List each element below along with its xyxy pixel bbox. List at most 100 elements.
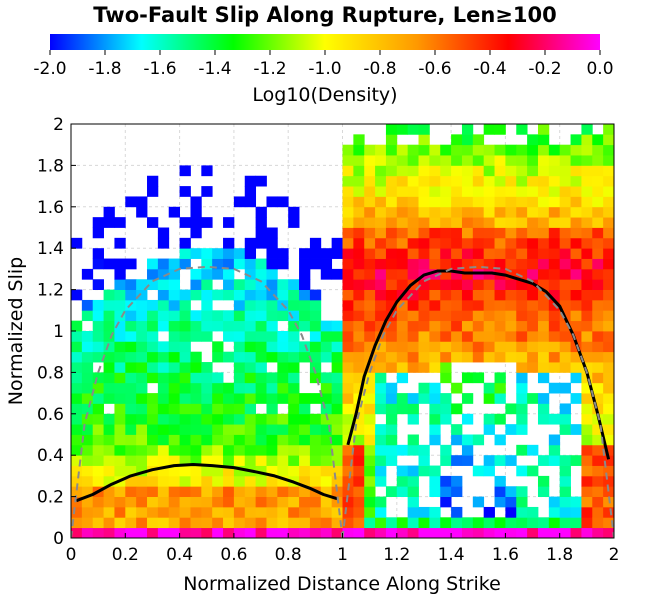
heatmap-cell <box>157 403 170 415</box>
heatmap-cell <box>570 299 582 311</box>
heatmap-cell <box>309 506 322 518</box>
heatmap-cell <box>592 517 604 529</box>
heatmap-cell <box>396 320 409 332</box>
heatmap-cell <box>190 372 202 384</box>
heatmap-cell <box>223 237 235 249</box>
heatmap-cell <box>342 175 354 187</box>
heatmap-cell <box>81 455 94 466</box>
heatmap-cell <box>331 486 343 497</box>
heatmap-cell <box>548 382 561 394</box>
heatmap-cell <box>342 362 354 373</box>
heatmap-cell <box>157 506 170 518</box>
heatmap-cell <box>342 382 354 394</box>
heatmap-cell <box>375 465 387 477</box>
heatmap-cell <box>527 237 539 249</box>
heatmap-cell <box>483 351 495 363</box>
heatmap-cell <box>451 475 463 487</box>
heatmap-cell <box>223 413 235 425</box>
heatmap-cell <box>179 506 191 518</box>
heatmap-cell <box>353 517 365 529</box>
heatmap-cell <box>71 527 83 538</box>
heatmap-cell <box>81 506 94 518</box>
heatmap-cell <box>190 413 202 425</box>
heatmap-cell <box>92 517 104 529</box>
heatmap-cell <box>364 362 376 373</box>
heatmap-cell <box>157 496 170 508</box>
heatmap-cell <box>71 289 83 301</box>
heatmap-cell <box>603 413 614 425</box>
heatmap-cell <box>201 517 213 529</box>
heatmap-cell <box>461 258 474 270</box>
heatmap-cell <box>309 455 322 466</box>
heatmap-cell <box>353 134 365 146</box>
heatmap-cell <box>418 196 430 208</box>
heatmap-cell <box>233 486 246 497</box>
heatmap-cell <box>71 351 83 363</box>
heatmap-cell <box>592 527 604 538</box>
heatmap-cell <box>396 362 409 373</box>
heatmap-cell <box>277 289 289 301</box>
heatmap-cell <box>407 186 419 197</box>
heatmap-cell <box>212 268 224 280</box>
heatmap-cell <box>244 268 257 280</box>
heatmap-cell <box>114 424 126 435</box>
heatmap-cell <box>103 341 115 353</box>
heatmap-cell <box>418 279 430 290</box>
heatmap-cell <box>233 279 246 290</box>
heatmap-cell <box>244 403 257 415</box>
heatmap-cell <box>461 310 474 322</box>
heatmap-cell <box>364 475 376 487</box>
heatmap-cell <box>559 341 571 353</box>
heatmap-cell <box>147 186 159 197</box>
heatmap-cell <box>385 320 398 332</box>
heatmap-cell <box>342 517 354 529</box>
heatmap-cell <box>331 517 343 529</box>
heatmap-cell <box>266 299 278 311</box>
heatmap-cell <box>418 248 430 259</box>
heatmap-cell <box>125 279 137 290</box>
heatmap-cell <box>299 289 311 301</box>
heatmap-cell <box>364 227 376 239</box>
heatmap-cell <box>309 351 322 363</box>
heatmap-cell <box>320 517 333 529</box>
heatmap-cell <box>581 124 593 135</box>
heatmap-cell <box>559 206 571 218</box>
heatmap-cell <box>505 186 517 197</box>
heatmap-cell <box>92 258 104 270</box>
heatmap-cell <box>494 486 506 497</box>
heatmap-cell <box>440 455 452 466</box>
heatmap-cell <box>331 413 343 425</box>
heatmap-cell <box>342 444 354 456</box>
heatmap-cell <box>375 372 387 384</box>
heatmap-cell <box>244 341 257 353</box>
heatmap-cell <box>440 444 452 456</box>
heatmap-cell <box>516 155 528 166</box>
heatmap-cell <box>418 465 430 477</box>
heatmap-cell <box>537 320 550 332</box>
heatmap-cell <box>548 527 561 538</box>
heatmap-cell <box>190 217 202 228</box>
heatmap-cell <box>429 186 441 197</box>
heatmap-cell <box>592 320 604 332</box>
heatmap-cell <box>537 144 550 156</box>
heatmap-cell <box>223 320 235 332</box>
heatmap-cell <box>592 196 604 208</box>
heatmap-cell <box>212 393 224 404</box>
heatmap-cell <box>440 175 452 187</box>
heatmap-cell <box>429 413 441 425</box>
heatmap-cell <box>299 393 311 404</box>
heatmap-cell <box>472 186 485 197</box>
heatmap-cell <box>581 217 593 228</box>
heatmap-cell <box>233 362 246 373</box>
heatmap-cell <box>581 279 593 290</box>
heatmap-cell <box>592 227 604 239</box>
heatmap-cell <box>233 393 246 404</box>
heatmap-cell <box>342 155 354 166</box>
y-axis-ticks: 00.20.40.60.811.21.41.61.82 <box>37 115 76 549</box>
heatmap-cell <box>407 248 419 259</box>
heatmap-cell <box>190 227 202 239</box>
heatmap-cell <box>570 186 582 197</box>
heatmap-cell <box>461 155 474 166</box>
heatmap-cell <box>103 496 115 508</box>
heatmap-cell <box>157 279 170 290</box>
